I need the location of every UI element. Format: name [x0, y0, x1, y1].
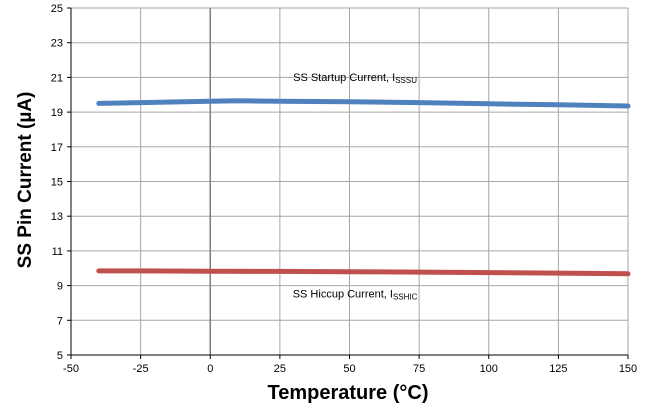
x-tick-label: -50 [63, 363, 79, 375]
hiccup-label-main: SS Hiccup Current, I [293, 289, 393, 301]
y-tick-label: 21 [51, 72, 63, 84]
hiccup-current-label: SS Hiccup Current, ISSHIC [293, 289, 418, 302]
y-tick-label: 13 [51, 211, 63, 223]
y-tick-label: 19 [51, 107, 63, 119]
x-tick-label: -25 [133, 363, 149, 375]
hiccup-series-line [96, 268, 631, 277]
y-tick-label: 23 [51, 38, 63, 50]
hiccup-label-sub: SSHIC [393, 293, 418, 302]
y-tick-label: 9 [57, 281, 63, 293]
y-tick-label: 7 [57, 315, 63, 327]
x-tick-label: 125 [549, 363, 567, 375]
x-axis-title: Temperature (°C) [268, 382, 429, 404]
x-tick-label: 150 [619, 363, 637, 375]
x-tick-label: 25 [274, 363, 286, 375]
x-tick-label: 0 [207, 363, 213, 375]
y-tick-label: 5 [57, 350, 63, 362]
y-tick-label: 17 [51, 142, 63, 154]
x-tick-label: 50 [343, 363, 355, 375]
startup-label-main: SS Startup Current, I [293, 72, 395, 84]
startup-label-sub: SSSU [395, 76, 417, 85]
y-tick-label: 15 [51, 177, 63, 189]
y-axis-title: SS Pin Current (µA) [15, 92, 36, 269]
y-tick-label: 25 [51, 3, 63, 15]
startup-current-label: SS Startup Current, ISSSU [293, 72, 417, 85]
x-tick-label: 75 [413, 363, 425, 375]
x-tick-label: 100 [480, 363, 498, 375]
series-layer [96, 98, 631, 277]
y-tick-label: 11 [52, 246, 63, 258]
grid [67, 7, 629, 359]
tick-labels: 5 7 9 11 13 15 17 19 21 23 25 -50 -25 0 25 50 75 100 125 15… [51, 3, 637, 375]
startup-series-line [96, 98, 631, 109]
